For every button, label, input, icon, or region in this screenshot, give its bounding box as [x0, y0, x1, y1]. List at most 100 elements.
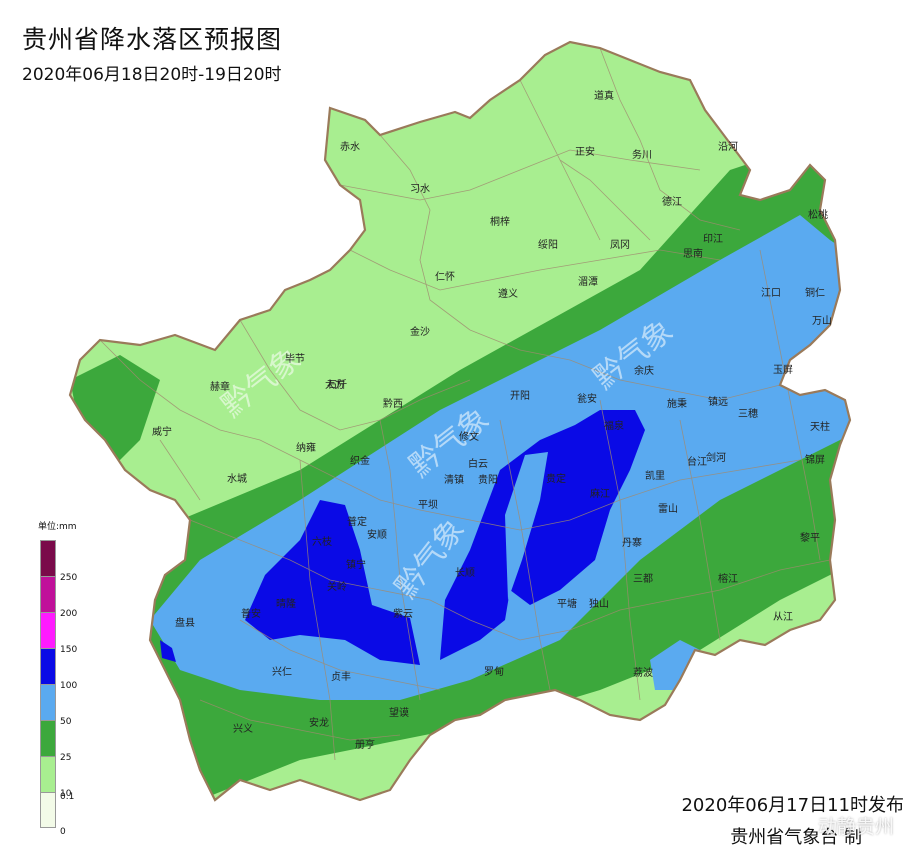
city-label: 长顺 — [455, 567, 475, 579]
legend-label: 100 — [60, 681, 78, 691]
city-label: 江口 — [761, 287, 781, 299]
city-label: 福泉 — [604, 419, 624, 432]
legend-label: 10 — [60, 789, 72, 799]
city-label: 沿河 — [718, 141, 738, 153]
city-label: 织金 — [350, 454, 370, 467]
city-label: 贵阳 — [478, 473, 498, 486]
city-label: 石阡 — [327, 379, 347, 391]
city-label: 威宁 — [152, 425, 172, 438]
city-label: 赫章 — [210, 380, 230, 393]
city-label: 万山 — [812, 315, 832, 327]
city-label: 剑河 — [706, 451, 726, 464]
city-label: 册亨 — [355, 738, 375, 751]
city-label: 平塘 — [557, 597, 577, 610]
city-label: 贵定 — [546, 472, 566, 485]
city-label: 榕江 — [718, 572, 738, 585]
legend-unit: 单位:mm — [38, 522, 77, 532]
legend-swatch-100 — [40, 648, 56, 684]
city-label: 金沙 — [410, 325, 430, 338]
city-label: 凤冈 — [610, 239, 630, 251]
city-label: 道真 — [594, 89, 614, 102]
city-label: 晴隆 — [276, 597, 296, 610]
map-period: 2020年06月18日20时-19日20时 — [22, 65, 282, 85]
city-label: 务川 — [632, 148, 652, 161]
legend-swatch-250 — [40, 540, 56, 576]
city-label: 玉屏 — [773, 364, 793, 376]
city-label: 台江 — [687, 455, 707, 468]
legend-swatch-50 — [40, 684, 56, 720]
city-label: 仁怀 — [435, 271, 455, 283]
city-label: 紫云 — [393, 608, 413, 620]
city-label: 独山 — [589, 597, 609, 610]
zone-50-100-center — [440, 410, 645, 660]
zone-25-50-strip — [505, 452, 548, 600]
city-label: 望谟 — [389, 706, 409, 719]
city-label: 六枝 — [312, 535, 332, 548]
city-label: 安顺 — [367, 528, 387, 541]
city-label: 锦屏 — [805, 453, 825, 466]
city-label: 镇远 — [708, 395, 728, 408]
city-label: 印江 — [703, 233, 723, 245]
city-label: 桐梓 — [490, 215, 510, 228]
corner-watermark: 动静贵州 — [817, 816, 894, 838]
legend-swatch-200 — [40, 576, 56, 612]
city-label: 赤水 — [340, 141, 360, 153]
city-label: 普定 — [347, 515, 367, 528]
issuer: 贵州省气象台 制 — [730, 827, 862, 848]
city-label: 荔波 — [633, 666, 653, 679]
zone-25-50-southeast — [650, 640, 700, 690]
city-label: 凯里 — [645, 469, 665, 482]
city-label: 水城 — [227, 473, 247, 485]
city-label: 丹寨 — [622, 536, 642, 549]
city-label: 习水 — [410, 183, 430, 195]
city-label: 德江 — [662, 195, 682, 208]
city-label: 兴义 — [233, 723, 253, 735]
city-label: 兴仁 — [272, 666, 292, 678]
legend-label: 0 — [60, 827, 66, 837]
city-label: 关岭 — [327, 580, 347, 593]
city-label: 铜仁 — [805, 287, 825, 299]
legend-label: 50 — [60, 717, 72, 727]
city-label: 余庆 — [634, 364, 654, 377]
legend-swatch-25 — [40, 720, 56, 756]
city-label: 思南 — [683, 247, 703, 260]
city-label: 修文 — [459, 430, 479, 443]
city-label: 白云 — [468, 457, 488, 470]
city-label: 松桃 — [808, 208, 828, 221]
city-label: 镇宁 — [346, 558, 366, 571]
city-label: 黎平 — [800, 531, 820, 544]
city-label: 罗甸 — [484, 665, 504, 678]
legend-label: 250 — [60, 573, 78, 583]
city-label: 瓮安 — [577, 392, 597, 405]
city-label: 清镇 — [444, 473, 464, 486]
legend-label: 200 — [60, 609, 78, 619]
city-label: 盘县 — [175, 616, 195, 629]
city-label: 从江 — [773, 611, 793, 623]
city-label: 安龙 — [309, 716, 329, 729]
legend-swatch-150 — [40, 612, 56, 648]
city-label: 绥阳 — [538, 239, 558, 251]
legend-swatch-10 — [40, 756, 56, 792]
city-label: 黔西 — [383, 397, 403, 410]
zone-50-100-west — [245, 500, 420, 665]
issue-time: 2020年06月17日11时发布 — [681, 795, 904, 816]
city-label: 天柱 — [810, 420, 830, 433]
city-label: 三穗 — [738, 407, 758, 420]
city-label: 普安 — [241, 607, 261, 620]
city-label: 开阳 — [510, 390, 530, 402]
county-borders — [99, 47, 831, 761]
city-label: 湄潭 — [578, 276, 598, 288]
city-label: 麻江 — [590, 487, 610, 500]
city-label: 大方 — [325, 378, 345, 391]
city-label: 施秉 — [667, 397, 687, 410]
city-label: 正安 — [575, 145, 595, 158]
city-label: 三都 — [633, 573, 653, 585]
legend-label: 25 — [60, 753, 72, 763]
city-label: 遵义 — [498, 287, 518, 300]
legend-label: 150 — [60, 645, 78, 655]
city-label: 平坝 — [418, 499, 438, 511]
city-label: 纳雍 — [296, 441, 316, 454]
